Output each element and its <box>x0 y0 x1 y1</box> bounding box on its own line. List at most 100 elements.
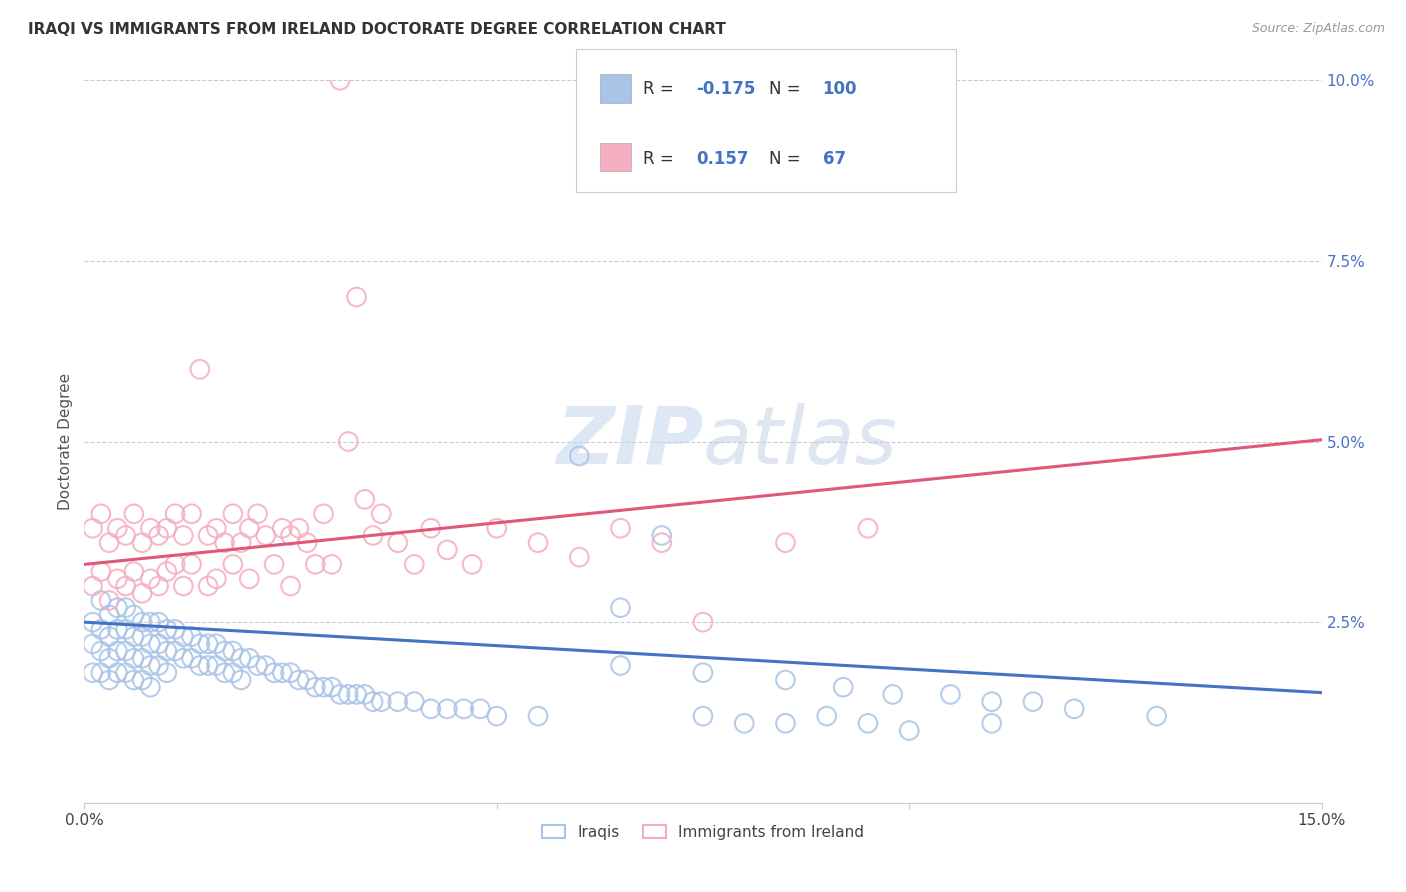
Point <box>337 687 360 701</box>
Point <box>280 579 302 593</box>
Point <box>288 673 311 687</box>
Point <box>197 528 219 542</box>
Text: 100: 100 <box>823 80 858 98</box>
Point <box>692 665 714 680</box>
Point <box>139 658 162 673</box>
Point <box>122 565 145 579</box>
Point <box>131 630 153 644</box>
Point <box>82 637 104 651</box>
Point <box>527 709 550 723</box>
Point <box>238 572 260 586</box>
Point <box>98 535 121 549</box>
Point <box>222 665 245 680</box>
Point <box>254 658 277 673</box>
Point <box>271 665 294 680</box>
Point <box>387 535 409 549</box>
Point <box>882 687 904 701</box>
Point <box>188 658 211 673</box>
Point <box>90 623 112 637</box>
Point <box>692 709 714 723</box>
Point <box>222 644 245 658</box>
Point <box>205 658 228 673</box>
Point <box>180 507 202 521</box>
Point <box>122 673 145 687</box>
Point <box>815 709 838 723</box>
Text: 0.157: 0.157 <box>696 150 748 168</box>
Point <box>775 716 797 731</box>
Point <box>229 673 252 687</box>
Text: R =: R = <box>643 150 683 168</box>
Point <box>329 73 352 87</box>
Point <box>90 593 112 607</box>
Text: Source: ZipAtlas.com: Source: ZipAtlas.com <box>1251 22 1385 36</box>
Point <box>105 665 128 680</box>
Point <box>180 651 202 665</box>
Text: 67: 67 <box>823 150 845 168</box>
Point <box>387 695 409 709</box>
Point <box>461 558 484 572</box>
Point <box>321 558 343 572</box>
Point <box>122 607 145 622</box>
Point <box>122 630 145 644</box>
Point <box>346 290 368 304</box>
Point <box>295 535 318 549</box>
Point <box>105 623 128 637</box>
Point <box>172 579 194 593</box>
Point <box>651 528 673 542</box>
Point <box>1063 702 1085 716</box>
Point <box>353 492 375 507</box>
Point <box>361 528 384 542</box>
Point <box>229 535 252 549</box>
Point <box>214 665 236 680</box>
Point <box>775 673 797 687</box>
Point <box>485 709 508 723</box>
Point <box>254 528 277 542</box>
Point <box>568 550 591 565</box>
Text: N =: N = <box>769 80 806 98</box>
Point <box>172 528 194 542</box>
Point <box>156 521 179 535</box>
Point <box>148 615 170 630</box>
Point <box>197 579 219 593</box>
Point <box>90 644 112 658</box>
Point <box>361 695 384 709</box>
Point <box>131 586 153 600</box>
Point <box>98 607 121 622</box>
Point <box>419 702 441 716</box>
Point <box>131 651 153 665</box>
Point <box>527 535 550 549</box>
Point <box>419 521 441 535</box>
Point <box>1022 695 1045 709</box>
Point <box>898 723 921 738</box>
Point <box>82 579 104 593</box>
Point <box>205 637 228 651</box>
Point <box>98 630 121 644</box>
Point <box>105 600 128 615</box>
Text: IRAQI VS IMMIGRANTS FROM IRELAND DOCTORATE DEGREE CORRELATION CHART: IRAQI VS IMMIGRANTS FROM IRELAND DOCTORA… <box>28 22 725 37</box>
Point <box>114 528 136 542</box>
Point <box>609 658 631 673</box>
Text: -0.175: -0.175 <box>696 80 755 98</box>
Point <box>436 542 458 557</box>
Point <box>148 528 170 542</box>
Point <box>156 644 179 658</box>
Point <box>304 680 326 694</box>
Text: atlas: atlas <box>703 402 898 481</box>
Point <box>156 623 179 637</box>
Point <box>214 535 236 549</box>
Point <box>280 665 302 680</box>
Point <box>404 695 426 709</box>
Point <box>165 558 187 572</box>
Point <box>98 593 121 607</box>
Point <box>980 695 1002 709</box>
Point <box>312 680 335 694</box>
Point <box>139 521 162 535</box>
Point <box>165 507 187 521</box>
Point <box>122 651 145 665</box>
Point <box>1146 709 1168 723</box>
Point <box>205 521 228 535</box>
Point <box>139 637 162 651</box>
Point <box>609 521 631 535</box>
Point <box>148 637 170 651</box>
Point <box>370 507 392 521</box>
